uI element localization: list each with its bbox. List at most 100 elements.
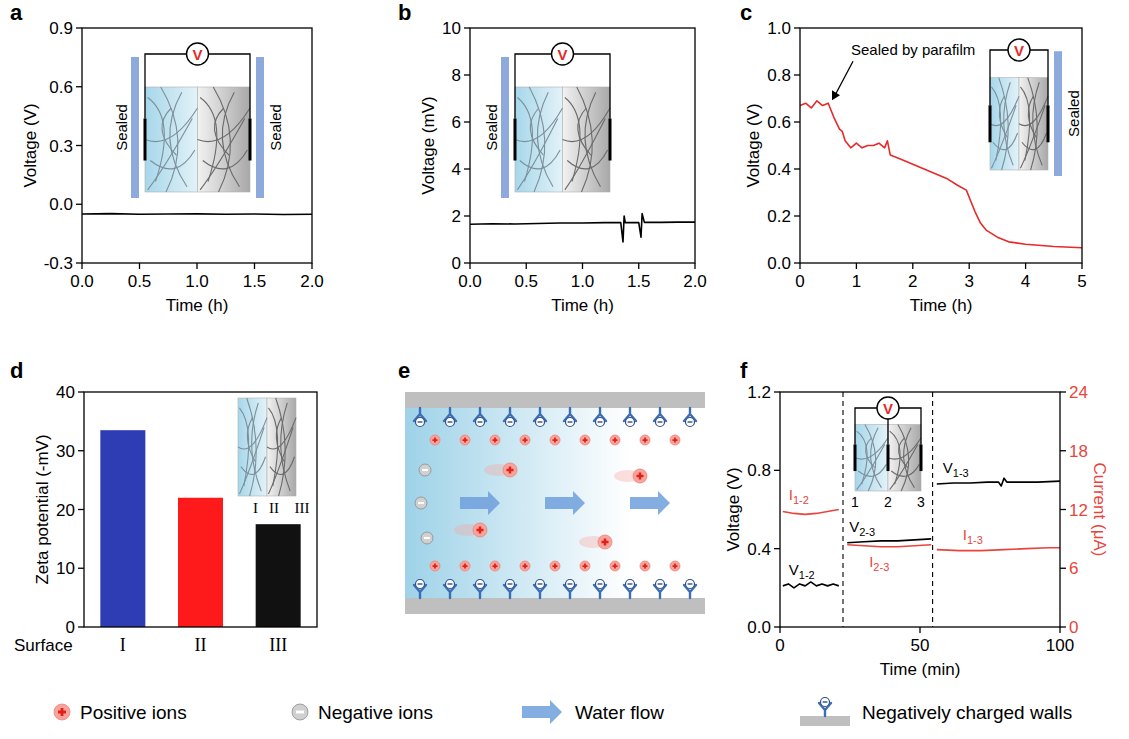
membrane-left [855, 425, 888, 492]
x-tick-label: 0.5 [514, 272, 538, 291]
voltmeter-label: V [883, 400, 893, 417]
inset: IIIIII [238, 398, 310, 516]
voltmeter-label: V [1014, 42, 1024, 59]
seal-label: Sealed [1065, 90, 1082, 137]
wall-charge [416, 580, 425, 589]
y-tick-label: 0.4 [747, 540, 771, 559]
x-tick [311, 263, 312, 269]
y-tick-label: 40 [56, 383, 75, 402]
y-tick [76, 262, 82, 263]
wall-charge [626, 580, 635, 589]
inset: VSealedSealed [113, 43, 284, 198]
y-tick [76, 86, 82, 87]
x-tick [638, 263, 639, 269]
wire [887, 419, 888, 444]
bar [100, 430, 145, 627]
wall-charge [476, 418, 485, 427]
y-tick [78, 509, 84, 510]
series-label: V1-2 [789, 561, 815, 581]
flow-arrow [522, 700, 562, 724]
y-tick [794, 168, 800, 169]
membrane-right [267, 398, 296, 496]
wall-charge [596, 580, 605, 589]
annotation-text: Sealed by parafilm [851, 41, 975, 58]
minus-sign [823, 701, 828, 702]
wall-charge [656, 418, 665, 427]
series-label: I1-2 [789, 486, 809, 506]
membrane-left [515, 87, 563, 192]
fiber [530, 108, 543, 155]
flow-arrow [545, 491, 585, 515]
x-tick-label: 1.5 [243, 272, 267, 291]
plus-sign [583, 564, 588, 569]
plus-sign [583, 438, 588, 443]
electrode [249, 119, 252, 161]
fiber [537, 92, 553, 187]
fiber [1004, 82, 1013, 165]
seal-label: Sealed [113, 104, 130, 151]
key-label: Negative ions [318, 702, 433, 723]
y-tick [794, 215, 800, 216]
fiber [200, 119, 245, 190]
y-axis-title: Voltage (V) [744, 103, 763, 187]
y-tick-label: 30 [56, 442, 75, 461]
wall-charge [821, 698, 830, 707]
fiber [222, 92, 239, 187]
x-tick [912, 263, 913, 269]
x-axis-title: Time (h) [910, 296, 973, 315]
membrane-left [238, 398, 267, 496]
y2-tick-label: 12 [1069, 501, 1088, 520]
positive-ion [490, 435, 500, 445]
minus-sign [628, 421, 633, 422]
plus-sign [433, 564, 438, 569]
x-tick [139, 263, 140, 269]
x-tick [254, 263, 255, 269]
y-tick [794, 121, 800, 122]
surface-label: III [295, 500, 310, 516]
x-tick-label: 0.5 [128, 272, 152, 291]
positive-ion [520, 561, 530, 571]
series-label-main: V [789, 561, 799, 578]
y2-tick [1060, 626, 1066, 627]
plot-marks [470, 214, 695, 242]
positive-ion [610, 435, 620, 445]
fiber [563, 108, 611, 142]
x-tick [526, 263, 527, 269]
x-tick-label: 2 [908, 272, 917, 291]
x-tick-label: 1.0 [185, 272, 209, 291]
y-tick [794, 74, 800, 75]
y-tick-label: 10 [442, 19, 461, 38]
y-tick-label: 0.4 [767, 160, 791, 179]
voltmeter [552, 43, 574, 65]
membrane-left [145, 87, 198, 192]
fiber [162, 108, 177, 155]
y-tick-label: 8 [452, 66, 461, 85]
y2-tick-label: 6 [1069, 559, 1078, 578]
y2-tick [1060, 509, 1066, 510]
y-tick [464, 74, 470, 75]
minus-sign [658, 583, 663, 584]
positive-ion [640, 561, 650, 571]
wall-charge [656, 580, 665, 589]
positive-ion [598, 535, 612, 549]
series-line [82, 213, 312, 215]
electrode [887, 444, 890, 471]
series-label-sub: 1-2 [793, 494, 809, 506]
wire [145, 54, 187, 119]
y2-tick-label: 18 [1069, 442, 1088, 461]
wall-icon [800, 716, 850, 726]
y-tick-label: 0 [452, 254, 461, 273]
minus-sign [418, 583, 423, 584]
positive-ion [580, 561, 590, 571]
fiber [991, 105, 1016, 168]
series-line [470, 214, 695, 242]
minus-sign [296, 711, 304, 714]
minus-sign [508, 583, 513, 584]
x-tick [779, 627, 780, 633]
plus-sign [493, 438, 498, 443]
fiber [252, 403, 261, 491]
wire [515, 54, 552, 119]
minus-sign [448, 421, 453, 422]
fiber [871, 428, 882, 488]
x-tick-label: 1.0 [571, 272, 595, 291]
